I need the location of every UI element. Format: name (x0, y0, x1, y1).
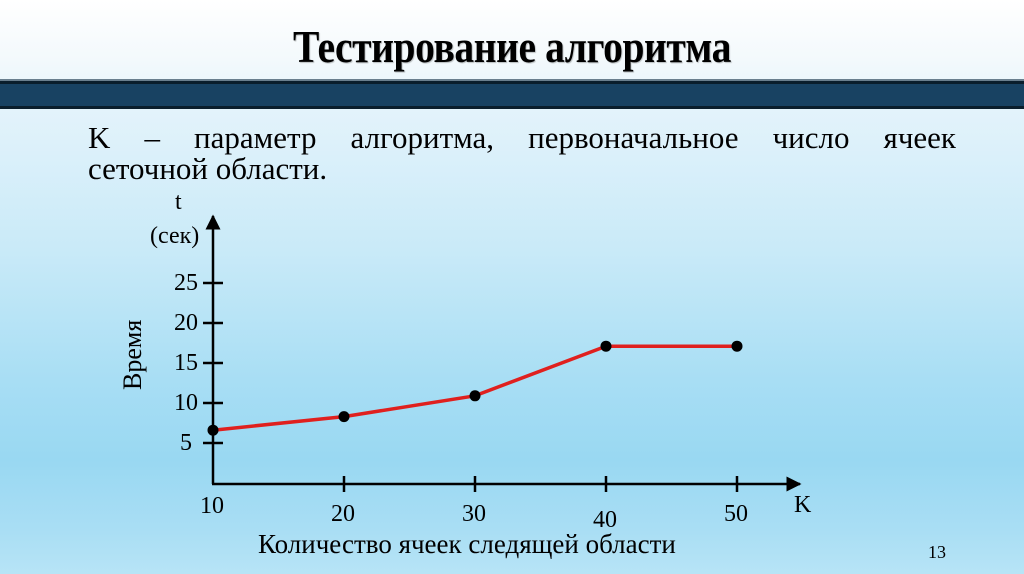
header-band (0, 81, 1024, 109)
data-point (731, 340, 743, 352)
body-line-2: сеточной области. (88, 151, 328, 186)
data-point (207, 424, 219, 436)
series-line (212, 344, 737, 432)
y-tick-label: 25 (174, 270, 198, 296)
y-tick-label: 10 (174, 390, 198, 416)
data-point (469, 390, 481, 402)
x-tick-label: 20 (331, 501, 355, 527)
data-point (338, 411, 350, 423)
y-tick-label: 5 (180, 430, 192, 456)
x-axis-title: Количество ячеек следящей области (258, 529, 676, 559)
slide-title: Тестирование алгоритма (292, 21, 731, 72)
y-tick-label: 20 (174, 310, 198, 336)
y-unit-sec-label: (сек) (150, 223, 200, 249)
x-tick-label: 40 (593, 507, 617, 533)
header-band-highlight (0, 79, 1024, 81)
page-number: 13 (928, 542, 946, 562)
x-ticks (342, 476, 739, 492)
x-tick-label: 50 (724, 501, 748, 527)
series-points (207, 340, 743, 436)
x-tick-label: 30 (462, 501, 486, 527)
y-tick-label: 15 (174, 350, 198, 376)
y-unit-label: t (175, 189, 182, 215)
y-axis-title: Время (118, 319, 147, 390)
data-point (600, 340, 612, 352)
body-line-1: K – параметр алгоритма, первоначальное ч… (88, 120, 956, 155)
slide-body-text: K – параметр алгоритма, первоначальное ч… (88, 122, 956, 184)
y-ticks (203, 281, 223, 445)
x-axis-end-label: K (794, 492, 812, 518)
x-tick-label: 10 (200, 493, 224, 519)
